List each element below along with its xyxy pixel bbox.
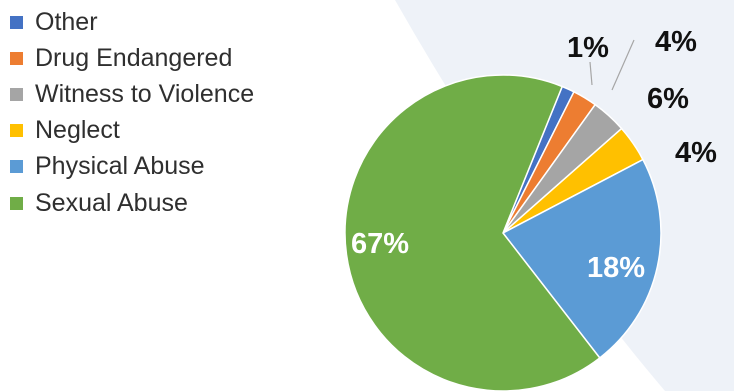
legend-item-physical-abuse: Physical Abuse: [10, 149, 254, 185]
legend-item-neglect: Neglect: [10, 113, 254, 149]
legend-swatch: [10, 51, 23, 65]
data-label-other: 1%: [567, 32, 609, 64]
data-label-physical-abuse: 18%: [587, 252, 645, 284]
data-label-drug-endangered: 4%: [655, 26, 697, 58]
pie-slice-physical-abuse: [501, 158, 662, 359]
legend-label: Sexual Abuse: [35, 188, 188, 217]
legend-label: Drug Endangered: [35, 43, 233, 72]
legend-item-sexual-abuse: Sexual Abuse: [10, 185, 254, 221]
legend-item-witness-to-violence: Witness to Violence: [10, 76, 254, 112]
legend-label: Other: [35, 7, 98, 36]
data-label-sexual-abuse: 67%: [351, 228, 409, 260]
legend-swatch: [10, 124, 23, 138]
legend-swatch: [10, 15, 23, 29]
legend-label: Neglect: [35, 116, 120, 145]
legend-label: Witness to Violence: [35, 79, 255, 108]
data-label-neglect: 4%: [675, 137, 717, 169]
legend-swatch: [10, 87, 23, 101]
legend-label: Physical Abuse: [35, 152, 205, 181]
chart-legend: Other Drug Endangered Witness to Violence N…: [10, 4, 254, 221]
leader-line: [589, 61, 593, 86]
legend-item-drug-endangered: Drug Endangered: [10, 40, 254, 76]
legend-swatch: [10, 196, 23, 210]
legend-swatch: [10, 160, 23, 174]
legend-item-other: Other: [10, 4, 254, 40]
leader-line: [611, 39, 635, 91]
data-label-witness-to-violence: 6%: [647, 83, 689, 115]
